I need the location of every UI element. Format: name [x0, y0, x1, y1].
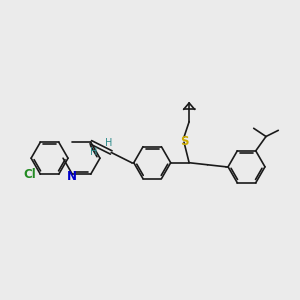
Text: N: N — [67, 170, 77, 183]
Text: H: H — [90, 148, 98, 158]
Text: S: S — [180, 135, 188, 148]
Text: H: H — [106, 138, 113, 148]
Text: Cl: Cl — [24, 168, 37, 181]
